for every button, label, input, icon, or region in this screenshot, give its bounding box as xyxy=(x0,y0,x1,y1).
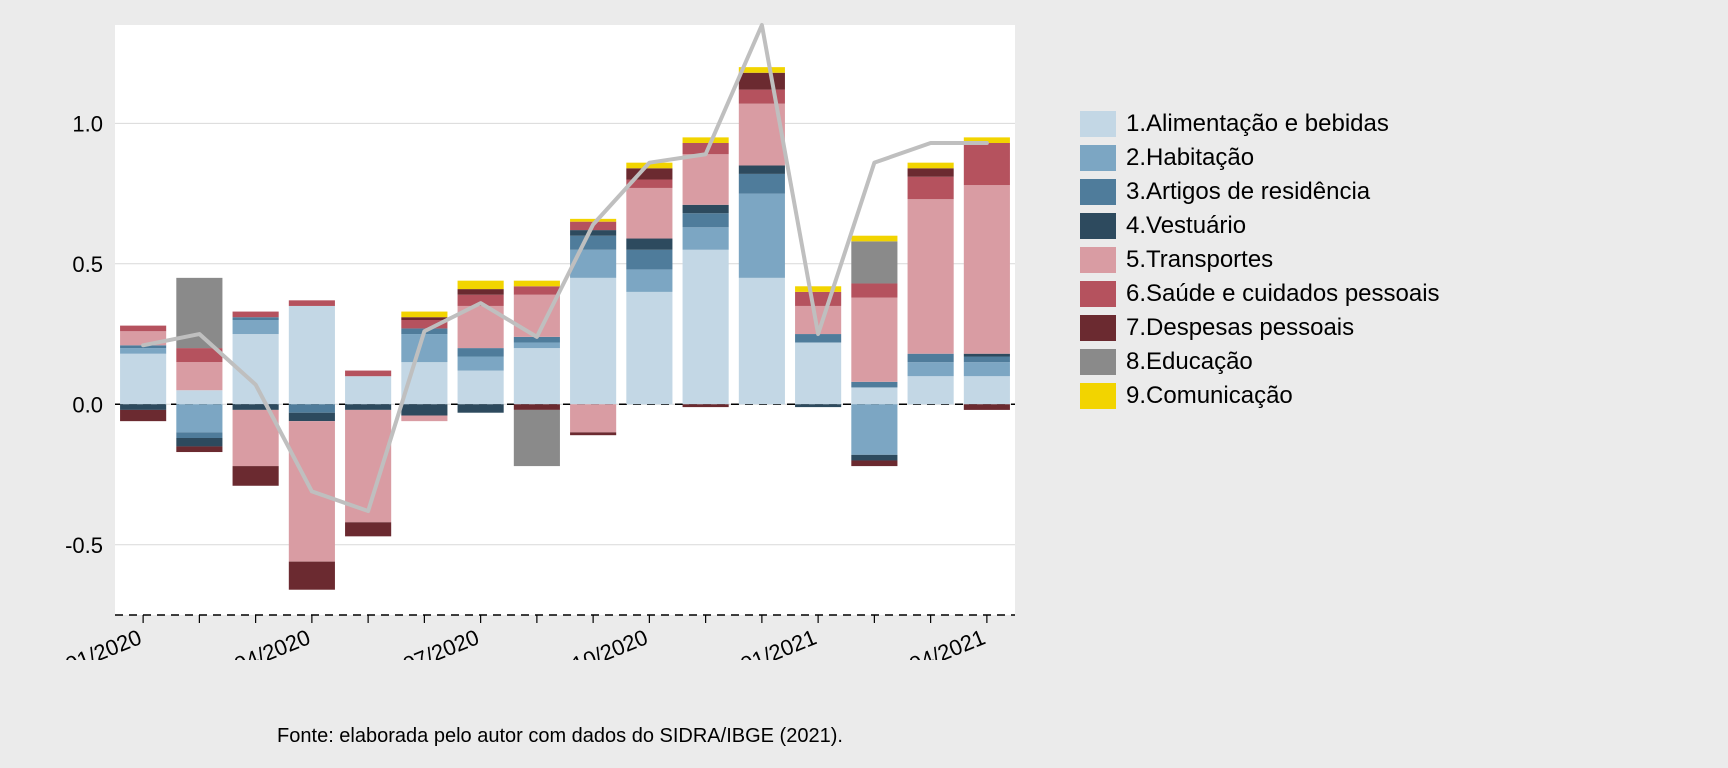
svg-text:04/2020: 04/2020 xyxy=(231,624,314,660)
legend-label: 5.Transportes xyxy=(1126,246,1273,274)
legend-label: 2.Habitação xyxy=(1126,144,1254,172)
legend-swatch xyxy=(1080,315,1116,341)
svg-text:07/2020: 07/2020 xyxy=(399,624,482,660)
legend-item: 8.Educação xyxy=(1080,348,1440,376)
legend-item: 9.Comunicação xyxy=(1080,382,1440,410)
legend-swatch xyxy=(1080,179,1116,205)
legend-swatch xyxy=(1080,281,1116,307)
legend-label: 7.Despesas pessoais xyxy=(1126,314,1354,342)
legend-label: 4.Vestuário xyxy=(1126,212,1246,240)
chart-area: -0.5 0.0 0.5 1.0 01/2020 04/2020 07/2020 10/202… xyxy=(40,20,1688,660)
svg-text:10/2020: 10/2020 xyxy=(568,624,651,660)
svg-text:-0.5: -0.5 xyxy=(65,533,103,558)
legend-label: 8.Educação xyxy=(1126,348,1253,376)
legend-label: 1.Alimentação e bebidas xyxy=(1126,110,1389,138)
legend-label: 3.Artigos de residência xyxy=(1126,178,1370,206)
legend-swatch xyxy=(1080,213,1116,239)
svg-text:0.5: 0.5 xyxy=(72,252,103,277)
svg-text:01/2020: 01/2020 xyxy=(62,624,145,660)
legend-item: 1.Alimentação e bebidas xyxy=(1080,110,1440,138)
legend-item: 4.Vestuário xyxy=(1080,212,1440,240)
legend-item: 7.Despesas pessoais xyxy=(1080,314,1440,342)
legend-swatch xyxy=(1080,247,1116,273)
legend-label: 6.Saúde e cuidados pessoais xyxy=(1126,280,1440,308)
svg-text:1.0: 1.0 xyxy=(72,111,103,136)
legend-label: 9.Comunicação xyxy=(1126,382,1293,410)
legend-item: 5.Transportes xyxy=(1080,246,1440,274)
svg-text:0.0: 0.0 xyxy=(72,392,103,417)
legend-item: 3.Artigos de residência xyxy=(1080,178,1440,206)
figure-container: { "chart": { "type": "stacked-bar-with-l… xyxy=(0,0,1728,768)
legend-swatch xyxy=(1080,111,1116,137)
svg-text:01/2021: 01/2021 xyxy=(737,624,820,660)
svg-text:04/2021: 04/2021 xyxy=(906,624,989,660)
source-caption: Fonte: elaborada pelo autor com dados do… xyxy=(0,725,1120,748)
legend-item: 6.Saúde e cuidados pessoais xyxy=(1080,280,1440,308)
legend-swatch xyxy=(1080,383,1116,409)
legend-swatch xyxy=(1080,349,1116,375)
chart-svg: -0.5 0.0 0.5 1.0 01/2020 04/2020 07/2020 10/202… xyxy=(40,20,1688,660)
legend: 1.Alimentação e bebidas 2.Habitação 3.Arti… xyxy=(1080,110,1440,416)
legend-swatch xyxy=(1080,145,1116,171)
legend-item: 2.Habitação xyxy=(1080,144,1440,172)
